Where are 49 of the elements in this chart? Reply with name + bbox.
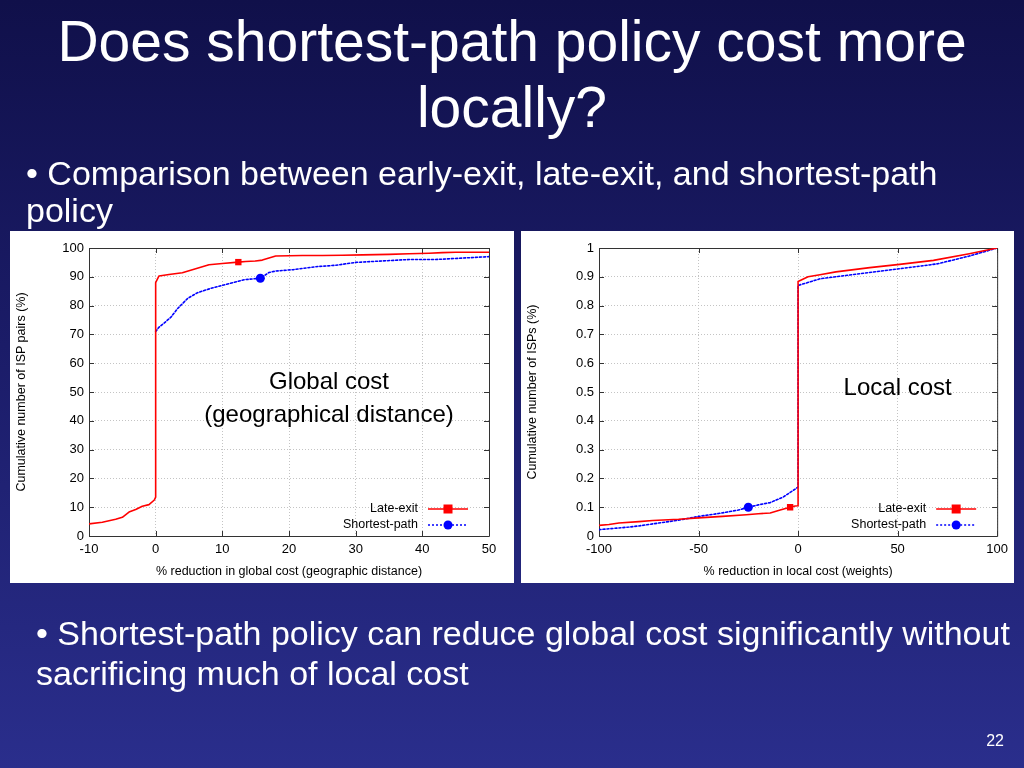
chart-title: Does shortest-path policy cost more locally?	[56, 8, 968, 140]
y-tick-label: 30	[69, 441, 84, 457]
y-tick-label: 0.3	[575, 441, 594, 457]
y-tick-label: 1	[586, 239, 594, 255]
y-axis-title: Cumulative number of ISP pairs (%)	[13, 292, 28, 492]
annotation: Global cost (geographical distance)	[204, 366, 454, 427]
x-axis-title: % reduction in global cost (geographic distance)	[155, 563, 423, 578]
x-tick-label: 0	[152, 541, 160, 557]
y-tick-label: 50	[69, 383, 84, 399]
y-tick-label: 0.9	[575, 268, 594, 284]
y-tick-label: 0.1	[575, 498, 594, 514]
annotation: Local cost	[843, 372, 952, 400]
y-tick-label: 0.8	[575, 297, 594, 313]
x-tick-label: 10	[215, 541, 230, 557]
legend-label: Late-exit	[878, 501, 927, 516]
y-tick-label: 60	[69, 354, 84, 370]
y-tick-label: 0.4	[575, 412, 594, 428]
y-tick-label: 0.6	[575, 354, 594, 370]
y-tick-label: 0	[76, 527, 84, 543]
x-tick-label: -10	[79, 541, 99, 557]
y-tick-label: 40	[69, 412, 84, 428]
legend-label: Shortest-path	[851, 517, 927, 532]
x-tick-label: 30	[348, 541, 363, 557]
legend-label: Shortest-path	[342, 517, 419, 532]
y-tick-label: 0.7	[575, 325, 594, 341]
x-tick-label: 50	[481, 541, 497, 557]
y-tick-label: 20	[69, 469, 84, 485]
y-tick-label: 0.5	[575, 383, 594, 399]
x-tick-label: 0	[794, 541, 802, 557]
x-tick-label: 50	[890, 541, 905, 557]
x-axis-title: % reduction in local cost (weights)	[703, 563, 893, 578]
legend-label: Late-exit	[370, 501, 419, 516]
text: • Shortest-path policy can reduce global cost significantly without sacrificing much of local cost	[36, 613, 1011, 693]
y-tick-label: 0	[586, 527, 594, 543]
text: 22	[986, 732, 1004, 750]
chart-subtitle: • Comparison between early-exit, late-exit, and shortest-path policy	[26, 154, 939, 229]
y-tick-label: 100	[62, 239, 84, 255]
y-tick-label: 80	[69, 297, 84, 313]
x-tick-label: 20	[281, 541, 297, 557]
y-tick-label: 90	[69, 268, 84, 284]
y-tick-label: 0.2	[575, 469, 594, 485]
x-tick-label: -100	[585, 541, 613, 557]
y-axis-title: Cumulative number of ISPs (%)	[524, 304, 539, 480]
y-tick-label: 70	[69, 325, 84, 341]
x-tick-label: 40	[415, 541, 430, 557]
y-tick-label: 10	[69, 498, 84, 514]
line-series	[154, 255, 489, 333]
x-tick-label: 100	[986, 541, 1009, 557]
x-tick-label: -50	[689, 541, 708, 557]
